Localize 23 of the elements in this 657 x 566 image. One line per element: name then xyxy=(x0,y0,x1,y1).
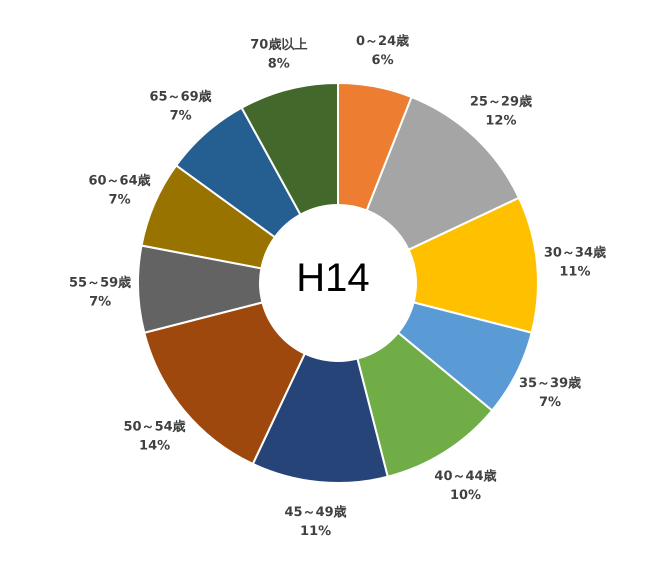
slice-label: 35～39歳 xyxy=(518,376,582,392)
data-label: 7% xyxy=(170,108,192,124)
data-label: 7% xyxy=(89,294,112,310)
slice-label: 50～54歳 xyxy=(124,420,186,435)
data-label: 8% xyxy=(268,56,290,72)
slice-label: 70歳以上 xyxy=(250,37,308,52)
slice-label: 0～24歳 xyxy=(356,34,410,50)
slice-label: 25～29歳 xyxy=(470,94,532,110)
slice-label: 65～69歳 xyxy=(150,89,212,104)
data-label: 7% xyxy=(108,192,131,208)
slice-label: 60～64歳 xyxy=(88,173,151,188)
data-label: 11% xyxy=(300,524,332,539)
data-label: 10% xyxy=(450,488,482,503)
slice-label: 55～59歳 xyxy=(69,275,132,290)
data-label: 14% xyxy=(139,438,170,454)
slice-label: 30～34歳 xyxy=(544,246,606,261)
slice-label: 45～49歳 xyxy=(284,504,347,520)
data-label: 11% xyxy=(559,264,591,280)
data-label: 6% xyxy=(372,53,394,68)
data-label: 7% xyxy=(539,395,562,410)
slice-label: 40～44歳 xyxy=(434,468,497,484)
text: H14 xyxy=(296,256,370,300)
data-label: 12% xyxy=(485,114,516,129)
